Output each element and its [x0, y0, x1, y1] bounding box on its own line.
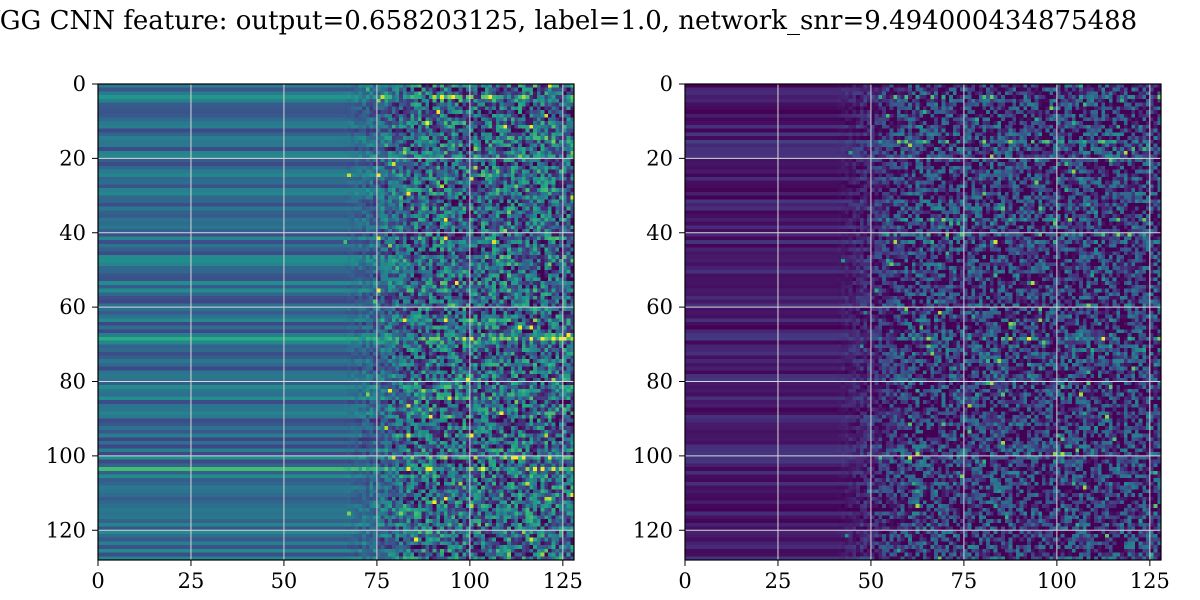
x-tick-label: 0 — [678, 569, 691, 593]
y-tick-label: 100 — [633, 444, 673, 468]
heatmap-panel-1: 0 25 50 75 100 125 0 20 40 60 80 100 120 — [46, 72, 583, 593]
x-tick-label: 25 — [178, 569, 205, 593]
x-tick-label: 100 — [450, 569, 490, 593]
y-tick-label: 60 — [646, 295, 673, 319]
x-tick-label: 125 — [543, 569, 583, 593]
y-tick-label: 80 — [59, 370, 86, 394]
heatmap-image-1 — [98, 84, 574, 560]
y-tick-label: 60 — [59, 295, 86, 319]
y-tick-label: 100 — [46, 444, 86, 468]
x-tick-label: 75 — [364, 569, 391, 593]
y-tick-label: 20 — [59, 146, 86, 170]
figure-title: VGG CNN feature: output=0.658203125, lab… — [0, 6, 1138, 36]
y-tick-label: 120 — [633, 518, 673, 542]
y-tick-label: 20 — [646, 146, 673, 170]
x-tick-label: 50 — [858, 569, 885, 593]
x-tick-label: 50 — [271, 569, 298, 593]
x-tick-label: 0 — [91, 569, 104, 593]
x-tick-label: 125 — [1130, 569, 1170, 593]
x-tick-label: 25 — [765, 569, 792, 593]
heatmap-panel-2: 0 25 50 75 100 125 0 20 40 60 80 100 120 — [633, 72, 1170, 593]
x-tick-label: 100 — [1037, 569, 1077, 593]
y-tick-label: 0 — [73, 72, 86, 96]
y-tick-label: 40 — [646, 221, 673, 245]
axes-frame — [684, 83, 1162, 561]
heatmap-image-2 — [685, 84, 1161, 560]
x-tick-label: 75 — [951, 569, 978, 593]
axes-frame — [97, 83, 575, 561]
y-tick-label: 80 — [646, 370, 673, 394]
y-tick-label: 0 — [660, 72, 673, 96]
y-tick-label: 40 — [59, 221, 86, 245]
y-tick-label: 120 — [46, 518, 86, 542]
